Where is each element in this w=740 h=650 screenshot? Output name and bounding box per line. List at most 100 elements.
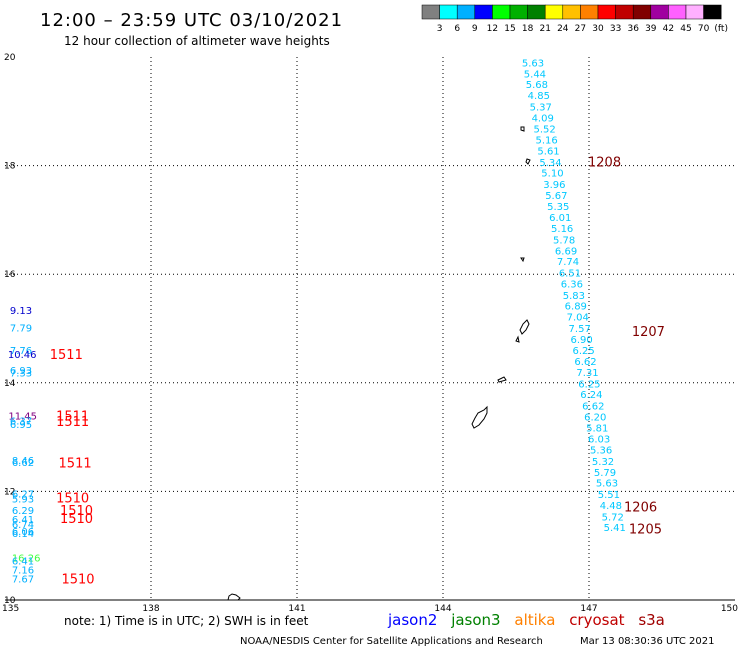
wave-height-label: 7.67: [12, 574, 34, 585]
colorbar-swatch: [527, 4, 546, 20]
wave-height-label: 5.68: [526, 80, 548, 91]
colorbar-label: 45: [680, 24, 691, 34]
wave-height-label: 7.57: [569, 324, 591, 335]
wave-height-label: 7.04: [567, 313, 589, 324]
revolution-number-label: 1510: [60, 504, 93, 519]
wave-height-label: 6.62: [574, 357, 596, 368]
colorbar-label: 24: [557, 24, 569, 34]
wave-height-label: 5.52: [534, 125, 556, 136]
revolution-number-label: 1208: [588, 155, 621, 170]
wave-height-label: 6.29: [12, 506, 34, 517]
coast-outline: [227, 593, 241, 601]
wave-height-label: 6.90: [571, 335, 593, 346]
wave-height-label: 6.95: [10, 420, 32, 431]
colorbar-label: 36: [627, 24, 639, 34]
wave-height-label: 5.93: [12, 494, 34, 505]
colorbar-label: 3: [437, 24, 443, 34]
tinian-island-outline: [515, 335, 520, 343]
colorbar-label: 30: [592, 24, 604, 34]
wave-height-label: 5.63: [522, 58, 544, 69]
colorbar-swatch: [509, 4, 528, 20]
colorbar-swatch: [703, 4, 722, 20]
sat-s3a: s3a: [638, 611, 665, 629]
wave-height-label: 4.48: [600, 501, 622, 512]
revolution-number-label: 1511: [59, 457, 92, 472]
revolution-labels: 1208120712061205151115111511151115101510…: [50, 155, 665, 587]
wave-height-label: 7.74: [557, 257, 579, 268]
wave-height-label: 8.46: [12, 456, 34, 467]
wave-height-label: 6.14: [12, 529, 34, 540]
wave-height-label: 5.35: [547, 202, 569, 213]
colorbar-label: 27: [575, 24, 586, 34]
wave-height-label: 5.16: [551, 224, 573, 235]
guam-island-outline: [471, 405, 488, 429]
wave-height-label: 6.89: [565, 302, 587, 313]
wave-height-label: 6.24: [580, 390, 602, 401]
wave-height-label: 11.45: [8, 411, 37, 422]
tick-labels: 135 138 141 144 147 150 10 12 14 16 18 20: [2, 53, 738, 614]
wave-height-label: 6.03: [588, 435, 610, 446]
wave-height-label: 5.36: [590, 446, 612, 457]
colorbar-swatch: [474, 4, 493, 20]
chart-title: 12:00 – 23:59 UTC 03/10/2021: [40, 10, 343, 31]
sat-altika: altika: [514, 611, 555, 629]
wave-height-label: 6.62: [12, 458, 34, 469]
colorbar-swatch: [597, 4, 616, 20]
y-tick-label: 20: [4, 53, 16, 63]
map-frame: [5, 57, 735, 601]
x-tick-label: 144: [434, 604, 451, 614]
wave-height-label: 6.37: [10, 416, 32, 427]
data-points: 5.635.445.684.855.374.095.525.165.615.34…: [8, 58, 626, 585]
x-tick-label: 135: [2, 604, 19, 614]
footer-note: note: 1) Time is in UTC; 2) SWH is in fe…: [64, 614, 309, 628]
revolution-number-label: 1510: [60, 512, 93, 527]
colorbar-swatch: [632, 4, 652, 20]
colorbar-label: 70: [698, 24, 710, 34]
y-tick-label: 10: [4, 596, 16, 606]
colorbar-label: 12: [487, 24, 498, 34]
revolution-number-label: 1205: [629, 522, 662, 537]
wave-height-label: 5.41: [604, 523, 626, 534]
wave-height-label: 9.13: [10, 306, 32, 317]
wave-height-label: 4.09: [532, 113, 554, 124]
wave-height-label: 6.06: [12, 527, 34, 538]
colorbar-legend: 3 6 9 12 15 18 21 24 27 30 33 36 39 42 45 70 (ft): [421, 4, 728, 34]
y-tick-label: 16: [4, 270, 16, 280]
y-tick-label: 18: [4, 162, 16, 172]
colorbar-swatch: [492, 4, 511, 20]
island-outlines: [227, 126, 531, 601]
wave-height-label: 7.76: [10, 346, 32, 357]
footer-credit: NOAA/NESDIS Center for Satellite Applica…: [240, 636, 543, 647]
wave-height-label: 6.20: [584, 412, 606, 423]
sat-cryosat: cryosat: [569, 611, 624, 629]
colorbar-swatch: [650, 4, 669, 20]
colorbar-swatch: [580, 4, 599, 20]
wave-height-label: 6.74: [12, 520, 34, 531]
wave-height-label: 6.27: [12, 490, 34, 501]
colorbar-swatch: [685, 4, 704, 20]
wave-height-label: 6.01: [549, 213, 571, 224]
wave-height-label: 10.46: [8, 350, 37, 361]
rota-island-outline: [497, 376, 507, 383]
wave-height-label: 5.83: [563, 291, 585, 302]
pagan-island-outline: [525, 158, 531, 165]
wave-height-label: 6.93: [10, 366, 32, 377]
anatahan-island-outline: [520, 257, 525, 263]
wave-height-label: 6.41: [12, 515, 34, 526]
wave-height-label: 5.79: [594, 468, 616, 479]
revolution-number-label: 1511: [56, 415, 89, 430]
x-tick-label: 141: [288, 604, 305, 614]
wave-height-label: 7.33: [10, 368, 32, 379]
wave-height-label: 6.36: [561, 279, 583, 290]
grid-lines: [5, 57, 735, 600]
wave-height-label: 5.63: [596, 479, 618, 490]
wave-height-label: 5.51: [598, 490, 620, 501]
colorbar-label: 42: [663, 24, 674, 34]
revolution-number-label: 1510: [61, 572, 94, 587]
wave-height-label: 7.31: [576, 368, 598, 379]
satellite-legend: jason2 jason3 altika cryosat s3a: [387, 611, 665, 629]
colorbar-label: 21: [539, 24, 550, 34]
x-tick-label: 147: [580, 604, 597, 614]
wave-height-label: 6.69: [555, 246, 577, 257]
